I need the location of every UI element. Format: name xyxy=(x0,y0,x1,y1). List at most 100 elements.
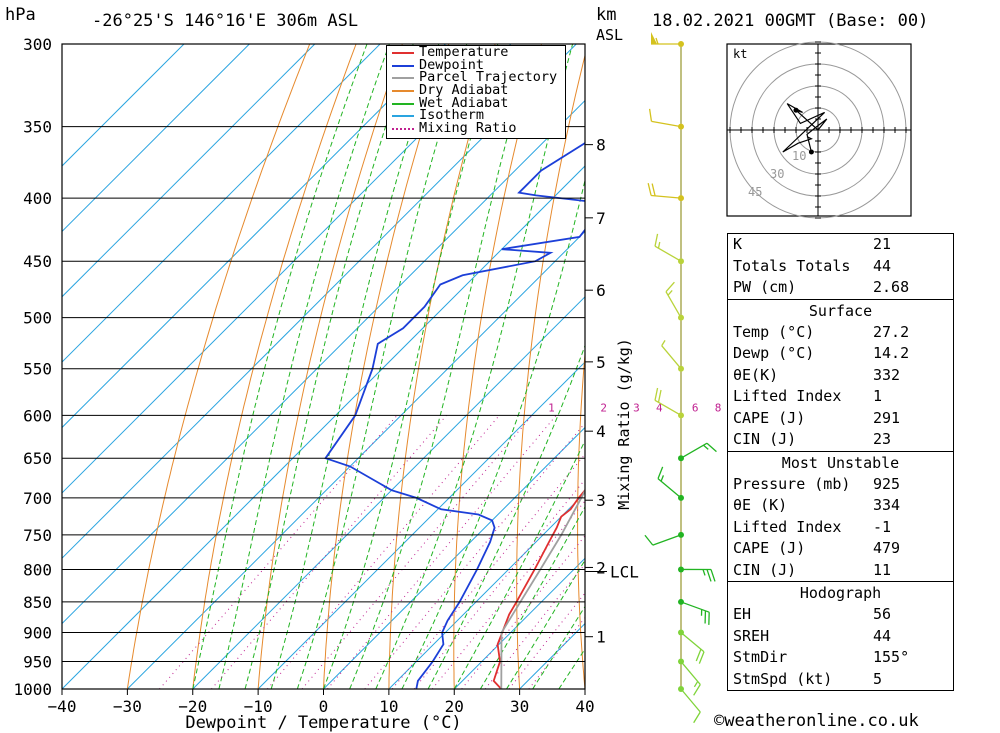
chart-legend: Temperature Dewpoint Parcel Trajectory D… xyxy=(386,45,566,139)
wind-barb-shaft xyxy=(661,345,682,370)
hodograph-ring-label: 45 xyxy=(748,185,762,199)
isotherm-line xyxy=(192,296,585,689)
totals-value: 44 xyxy=(873,256,892,275)
wind-barb-flag xyxy=(706,569,712,582)
height-tick-label: 5 xyxy=(596,353,606,372)
wind-barb-half-flag xyxy=(693,681,699,688)
height-tick-label: 8 xyxy=(596,136,606,155)
wind-barb-flag xyxy=(710,569,716,582)
isotherm-line xyxy=(453,557,585,689)
wind-barb-dot xyxy=(678,494,684,501)
legend-label: Isotherm xyxy=(419,107,485,124)
mixing-ratio-label: 2 xyxy=(600,401,607,414)
plot-frame xyxy=(61,43,586,690)
isotherm-line xyxy=(62,44,381,363)
wet-adiabat-line xyxy=(479,505,585,689)
height-tick-label: 4 xyxy=(596,422,606,441)
wind-barb-dot xyxy=(678,258,684,265)
wind-barb xyxy=(654,387,684,419)
isotherm-line xyxy=(62,44,446,429)
isotherm-line xyxy=(62,44,185,167)
wind-barb-dot xyxy=(678,629,684,636)
wind-barb-dot xyxy=(678,598,684,605)
surface-temp-label: Temp (°C) xyxy=(733,322,815,341)
pressure-tick-label: 950 xyxy=(23,653,52,672)
dry-adiabat-line xyxy=(637,44,681,689)
temp-tick-label: −40 xyxy=(48,697,77,716)
isotherm-line xyxy=(388,492,585,689)
wind-barb-half-flag xyxy=(661,340,666,347)
isotherm-line xyxy=(257,361,585,689)
eh-value: 56 xyxy=(873,605,892,623)
pressure-tick-label: 700 xyxy=(23,489,52,508)
wind-barb xyxy=(657,466,684,501)
mixing-ratio-label: 1 xyxy=(548,401,555,414)
wind-barb xyxy=(661,340,684,372)
pressure-tick-label: 900 xyxy=(23,624,52,643)
mu-li-label: Lifted Index xyxy=(733,517,842,536)
wind-barb-dot xyxy=(678,195,684,202)
datetime-title: 18.02.2021 00GMT (Base: 00) xyxy=(652,11,929,31)
surface-li-label: Lifted Index xyxy=(733,387,842,405)
wind-barb-half-flag xyxy=(667,289,673,296)
km-unit-label: km xyxy=(596,5,617,25)
hodograph-unit-label: kt xyxy=(733,47,747,61)
legend-label: Mixing Ratio xyxy=(419,120,517,137)
legend-item-mixing-ratio: Mixing Ratio xyxy=(387,122,565,135)
wind-barb xyxy=(654,233,684,265)
wind-barb-shaft xyxy=(657,478,682,499)
mu-cin-value: 11 xyxy=(873,560,892,579)
wet-adiabat-line xyxy=(270,44,440,689)
temp-tick-label: −30 xyxy=(113,697,142,716)
pressure-tick-label: 1000 xyxy=(13,680,52,699)
wind-barb-shaft xyxy=(680,632,705,653)
pressure-tick-label: 550 xyxy=(23,360,52,379)
wind-barb xyxy=(678,658,701,696)
surface-theta-label: θE(K) xyxy=(733,365,779,384)
location-title: -26°25'S 146°16'E 306m ASL xyxy=(92,11,359,31)
wind-barb xyxy=(678,598,710,625)
wind-barb-half-flag xyxy=(655,37,659,45)
mu-cape-label: CAPE (J) xyxy=(733,539,806,557)
surface-li-value: 1 xyxy=(873,387,883,405)
wind-barb xyxy=(651,32,684,47)
sreh-label: SREH xyxy=(733,626,770,645)
wind-barb-dot xyxy=(678,686,684,692)
wind-barb-half-flag xyxy=(657,241,661,249)
wind-barb-dot xyxy=(678,658,684,665)
wind-barb-shaft xyxy=(651,120,682,128)
wind-barb-half-flag xyxy=(702,569,706,576)
isotherm-line xyxy=(127,230,585,689)
wind-barb-shaft xyxy=(680,442,708,459)
wind-barb-shaft xyxy=(651,194,682,199)
legend-item-wet-adiabat: Wet Adiabat xyxy=(387,96,565,110)
x-axis-title: Dewpoint / Temperature (°C) xyxy=(185,713,461,733)
wind-barb xyxy=(665,281,684,321)
dry-adiabat-line xyxy=(956,44,1000,689)
isotherm-line xyxy=(62,44,316,298)
height-tick-label: 2 xyxy=(596,558,606,577)
mixing-ratio-line xyxy=(267,414,500,689)
wind-barb-flag xyxy=(695,649,702,662)
surface-theta-value: 332 xyxy=(873,365,901,384)
wind-barb-shaft xyxy=(665,291,682,318)
mixing-ratio-line xyxy=(211,414,447,689)
wind-barb-flag xyxy=(693,684,701,696)
hodograph-point xyxy=(808,149,814,155)
mixing-ratio-axis-title: Mixing Ratio (g/kg) xyxy=(615,338,633,510)
wind-barb-shaft xyxy=(652,534,682,546)
wind-barb-flag xyxy=(693,711,701,724)
mixing-ratio-label: 3 xyxy=(633,401,640,414)
legend-item-dry-adiabat: Dry Adiabat xyxy=(387,83,565,97)
wet-adiabat-line xyxy=(401,178,585,689)
surface-title: Surface xyxy=(808,301,873,320)
wet-adiabat-line xyxy=(349,44,534,689)
surface-cape-label: CAPE (J) xyxy=(733,408,806,427)
footer-credit: ©weatheronline.co.uk xyxy=(714,711,919,731)
wind-barb-dot xyxy=(678,566,684,573)
wind-barb xyxy=(644,531,684,546)
legend-item-parcel: Parcel Trajectory xyxy=(387,71,565,84)
pressure-tick-label: 300 xyxy=(23,35,52,54)
dry-adiabat-line xyxy=(453,44,542,689)
